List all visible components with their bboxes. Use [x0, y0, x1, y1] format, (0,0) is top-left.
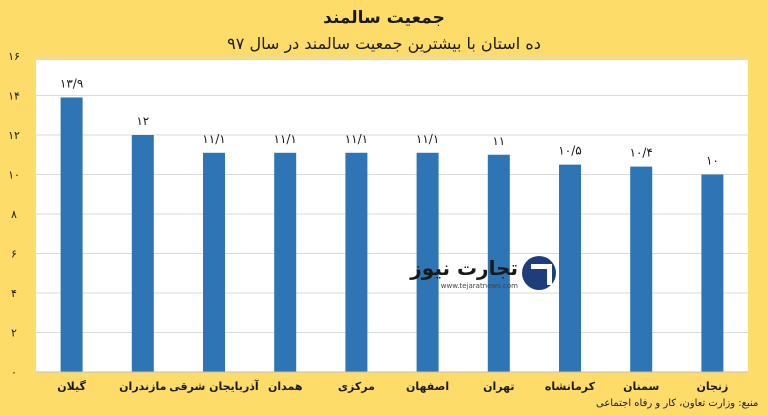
bar: [131, 135, 154, 372]
data-label: ۱۱/۱: [416, 132, 439, 146]
y-tick-label: ۱۲: [8, 129, 20, 142]
data-label: ۱۱/۱: [274, 132, 297, 146]
x-tick-label: مرکزی: [338, 380, 375, 393]
data-label: ۱۱: [492, 134, 505, 148]
bar: [203, 152, 225, 372]
watermark-url: www.tejaratnews.com: [440, 282, 518, 290]
bar: [345, 152, 368, 372]
x-tick-label: آذربایجان شرقی: [169, 379, 259, 393]
arrow-logo-icon: [522, 256, 556, 290]
chart-title: جمعیت سالمند: [323, 8, 445, 28]
data-label: ۱۱/۱: [345, 132, 368, 146]
y-tick-label: ۱۴: [8, 90, 20, 103]
x-tick-label: کرمانشاه: [545, 380, 596, 393]
x-tick-label: تهران: [483, 380, 514, 393]
y-tick-label: ۱۶: [8, 50, 20, 63]
x-tick-label: همدان: [268, 380, 303, 393]
y-tick-label: ۴: [11, 287, 17, 300]
source-note: منبع: وزارت تعاون، کار و رفاه اجتماعی: [596, 398, 759, 409]
data-label: ۱۰/۵: [558, 144, 581, 158]
x-tick-label: مازندران: [119, 380, 166, 393]
bar: [630, 166, 653, 372]
plot-area: [36, 60, 748, 372]
data-label: ۱۰: [706, 154, 719, 168]
data-label: ۱۱/۱: [202, 132, 225, 146]
data-label: ۱۰/۴: [630, 146, 653, 160]
x-tick-label: گیلان: [57, 380, 86, 393]
bar: [559, 164, 581, 372]
y-tick-label: ۱۰: [8, 169, 20, 182]
data-label: ۱۳/۹: [60, 76, 83, 90]
bar: [487, 154, 510, 372]
bar: [701, 174, 724, 372]
y-tick-label: ۶: [11, 248, 17, 261]
bar: [416, 152, 439, 372]
y-tick-label: ۰: [11, 366, 17, 379]
bar: [60, 97, 83, 372]
x-tick-label: اصفهان: [406, 380, 449, 393]
x-tick-label: سمنان: [623, 380, 659, 393]
data-label: ۱۲: [136, 114, 149, 128]
y-tick-label: ۲: [11, 327, 17, 340]
x-tick-label: زنجان: [696, 380, 728, 393]
chart-subtitle: ده استان با بیشترین جمعیت سالمند در سال …: [227, 34, 541, 53]
bar: [274, 152, 297, 372]
watermark-logo: تجارت نیوز www.tejaratnews.com: [410, 250, 560, 296]
y-tick-label: ۸: [11, 208, 17, 221]
watermark-brand: تجارت نیوز: [410, 256, 518, 280]
